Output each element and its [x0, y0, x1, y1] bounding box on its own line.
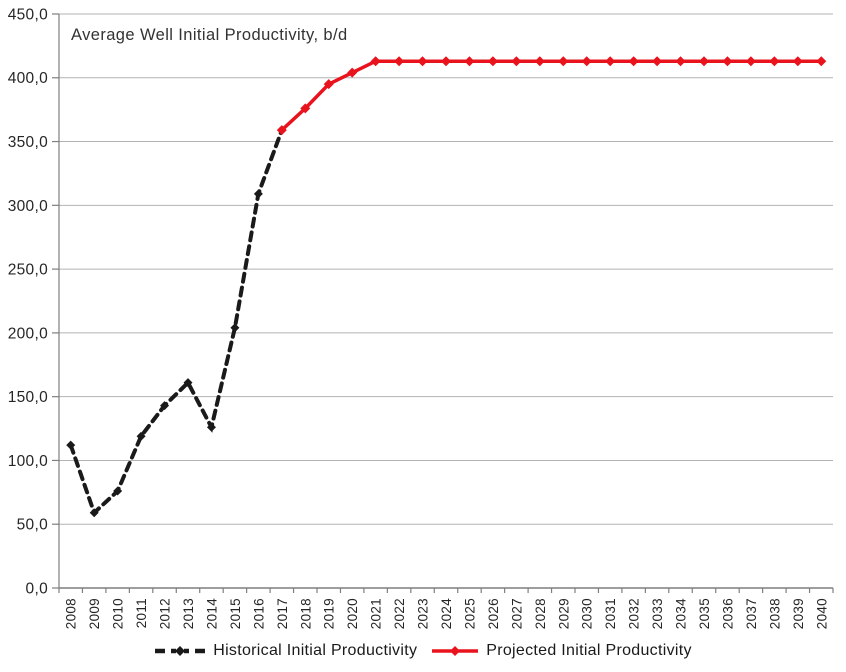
x-axis-label: 2019	[322, 598, 337, 629]
projected-data-point	[628, 56, 639, 67]
x-axis-label: 2016	[251, 598, 266, 629]
x-axis-label: 2024	[439, 598, 454, 629]
x-axis-label: 2033	[650, 598, 665, 629]
historical-data-point	[89, 508, 99, 518]
legend-item-projected: Projected Initial Productivity	[431, 642, 692, 660]
projected-data-point	[347, 67, 358, 78]
projected-data-point	[300, 103, 311, 114]
x-axis-label: 2025	[462, 598, 477, 629]
projected-data-point	[276, 125, 287, 136]
x-axis-label: 2027	[509, 598, 524, 629]
x-axis-label: 2034	[674, 598, 689, 629]
projected-data-point	[745, 56, 756, 67]
historical-data-point	[230, 323, 240, 333]
y-axis-label: 0,0	[26, 580, 49, 597]
x-axis-label: 2011	[134, 598, 149, 628]
x-axis-label: 2017	[275, 598, 290, 629]
x-axis-label: 2028	[533, 598, 548, 629]
projected-data-point	[558, 56, 569, 67]
projected-data-point	[323, 79, 334, 90]
chart-title: Average Well Initial Productivity, b/d	[71, 26, 348, 44]
y-axis-label: 150,0	[8, 389, 48, 406]
historical-data-point	[66, 440, 76, 450]
x-axis-label: 2038	[767, 598, 782, 629]
x-axis-label: 2036	[720, 598, 735, 629]
historical-data-point	[136, 431, 146, 441]
x-axis-label: 2018	[298, 598, 313, 629]
historical-data-point	[113, 486, 123, 496]
x-axis-label: 2031	[603, 598, 618, 629]
y-axis-label: 50,0	[17, 517, 48, 534]
x-axis-label: 2030	[580, 598, 595, 629]
projected-data-point	[487, 56, 498, 67]
projected-data-point	[769, 56, 780, 67]
x-axis-label: 2040	[814, 598, 829, 629]
x-axis-label: 2035	[697, 598, 712, 629]
projected-data-point	[581, 56, 592, 67]
projected-series-line	[280, 59, 824, 132]
historical-data-point	[253, 189, 263, 199]
x-axis-label: 2008	[64, 598, 79, 629]
legend-label-historical: Historical Initial Productivity	[213, 642, 418, 659]
projected-data-point	[464, 56, 475, 67]
projected-data-point	[699, 56, 709, 67]
projected-data-point	[534, 56, 545, 67]
projected-data-point	[722, 56, 733, 67]
x-axis-label: 2029	[556, 598, 571, 629]
historical-diamond-marker	[175, 646, 186, 656]
y-axis-label: 350,0	[8, 134, 48, 151]
projected-solid-line-swatch	[432, 646, 479, 656]
projected-data-point	[652, 56, 663, 67]
x-axis-label: 2009	[87, 598, 102, 629]
legend-item-historical: Historical Initial Productivity	[154, 642, 417, 660]
x-axis-label: 2022	[392, 598, 407, 629]
projected-data-point	[394, 56, 405, 67]
x-axis-label: 2023	[416, 598, 431, 629]
x-axis-label: 2032	[627, 598, 642, 629]
historical-data-point	[206, 422, 216, 432]
x-axis-label: 2013	[181, 598, 196, 629]
y-axis-label: 400,0	[8, 70, 48, 87]
x-axis-label: 2020	[345, 598, 360, 629]
historical-data-point	[183, 378, 193, 388]
y-axis-label: 250,0	[8, 262, 48, 279]
y-axis-label: 450,0	[8, 6, 48, 23]
historical-series-line	[68, 128, 284, 517]
projected-data-point	[417, 56, 428, 67]
x-axis-label: 2015	[228, 598, 243, 629]
projected-data-point	[675, 56, 686, 67]
projected-data-point	[511, 56, 522, 67]
projected-data-point	[816, 56, 827, 67]
y-axis-label: 300,0	[8, 198, 48, 215]
x-axis-label: 2021	[369, 598, 384, 629]
legend-label-projected: Projected Initial Productivity	[486, 642, 692, 659]
x-axis-label: 2014	[204, 598, 219, 629]
historical-data-point	[160, 401, 170, 411]
x-axis-label: 2010	[111, 598, 126, 629]
historical-dashed-line-swatch	[155, 646, 206, 656]
y-axis-label: 200,0	[8, 325, 48, 342]
x-axis-label: 2039	[791, 598, 806, 629]
x-axis-label: 2026	[486, 598, 501, 629]
projected-data-point	[605, 56, 616, 67]
projected-diamond-marker	[450, 646, 461, 656]
legend: Historical Initial Productivity Projecte…	[0, 636, 846, 666]
x-axis-label: 2037	[744, 598, 759, 629]
x-axis-label: 2012	[158, 598, 173, 629]
projected-data-point	[441, 56, 451, 67]
projected-data-point	[370, 56, 381, 67]
projected-data-point	[792, 56, 803, 67]
y-axis-label: 100,0	[8, 453, 48, 470]
